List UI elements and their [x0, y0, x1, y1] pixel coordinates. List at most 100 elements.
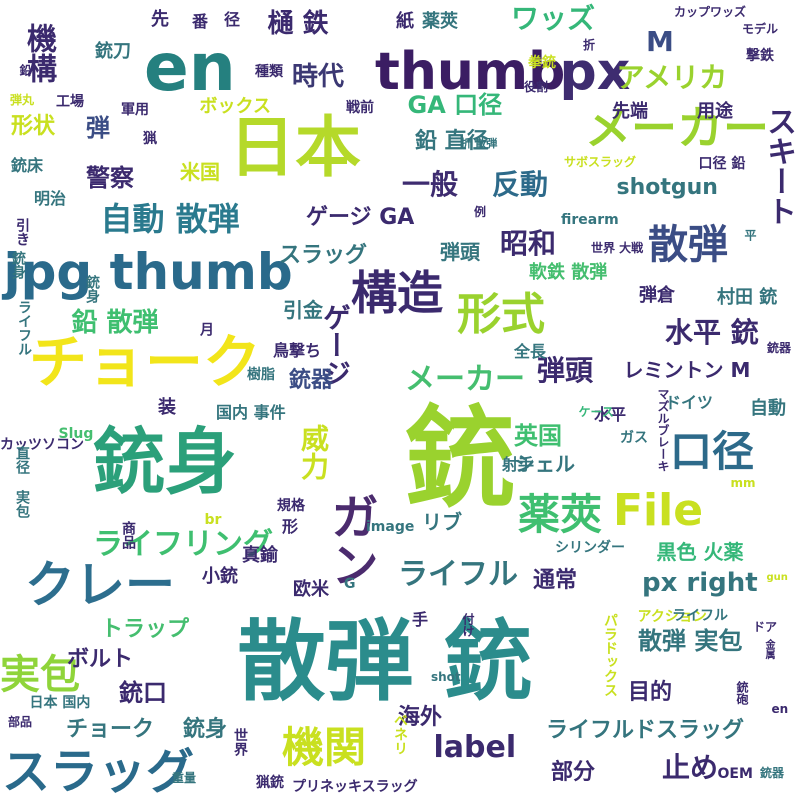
word: アクション: [637, 609, 707, 625]
word: メーカー: [405, 362, 525, 397]
word: 時代: [292, 62, 345, 92]
word: 通常: [533, 568, 578, 593]
word: ライフリング: [93, 527, 273, 562]
word: シリンダー: [555, 540, 625, 556]
word: File: [613, 485, 704, 536]
word: 用途: [697, 101, 733, 122]
word: 銃口: [119, 679, 167, 707]
word: カッツソコン: [0, 437, 84, 453]
word: 折: [583, 38, 596, 52]
word: 直径 実包: [14, 446, 30, 518]
word: 銃器: [767, 341, 792, 355]
word: 黒色 火薬: [656, 540, 744, 564]
word: 商品: [120, 521, 136, 549]
word: 国内 事件: [216, 403, 286, 422]
word: 一般: [402, 168, 459, 201]
word: 真鍮: [242, 545, 278, 566]
word: 鳥撃ち: [273, 341, 322, 360]
word: 手: [412, 610, 429, 629]
word: 水平 銃: [665, 316, 759, 349]
word: 散弾 実包: [638, 627, 743, 655]
word: shotgun: [616, 175, 718, 200]
word: 全長: [514, 342, 547, 361]
word: ライフルドスラッグ: [546, 718, 745, 743]
word: 米国: [180, 160, 220, 184]
word: メーカー: [585, 101, 769, 155]
word: ライフル: [672, 608, 728, 624]
word: スラッグ: [2, 744, 195, 800]
word: 紙: [396, 11, 414, 32]
word: shot: [431, 670, 461, 684]
word: 形式: [457, 289, 545, 340]
word: レミントン M: [623, 358, 751, 382]
word: 銃身: [10, 251, 26, 279]
word: 薬莢: [422, 11, 458, 32]
word: 工場: [56, 94, 84, 110]
word: 猟: [143, 131, 157, 147]
word: px right: [642, 568, 758, 598]
word: px: [559, 42, 631, 102]
word: 薬莢: [518, 490, 603, 539]
word: 銃床: [11, 156, 44, 175]
word: 止め: [662, 751, 719, 784]
word: OEM: [717, 766, 753, 782]
word: ボックス: [199, 96, 271, 117]
word: 例: [474, 205, 487, 219]
word: 弾倉: [639, 285, 675, 306]
word: 威力: [297, 424, 330, 480]
word: カップワッズ: [674, 5, 747, 19]
word: gun: [766, 572, 788, 583]
word: 射手: [502, 455, 535, 474]
word: 弾頭: [440, 240, 480, 264]
word: スラッグ: [279, 243, 368, 268]
word: ゲージ GA: [306, 205, 415, 230]
word: br: [204, 512, 222, 528]
word: パラドックス: [602, 613, 618, 697]
word: 樋 鉄: [267, 9, 329, 39]
word: 銃身: [93, 420, 238, 504]
word: 樹脂: [247, 367, 275, 383]
word: ドイツ: [665, 393, 714, 412]
word: 銃砲: [735, 681, 749, 705]
word: 欧米: [293, 579, 329, 600]
word: 散弾 銃: [237, 610, 533, 713]
word: 銃身: [183, 717, 228, 742]
word: リブ: [422, 510, 462, 534]
word: firearm: [561, 212, 619, 228]
word: 明治: [34, 189, 67, 208]
word: 平: [743, 229, 757, 241]
word: 部分: [551, 760, 596, 785]
word: 日本: [229, 109, 361, 186]
word: 自動: [750, 398, 786, 419]
word: サボスラッグ: [564, 155, 637, 169]
word: スキート: [761, 106, 796, 226]
word: 小銃: [202, 566, 238, 587]
word: 月: [198, 322, 214, 336]
word: クレー: [25, 556, 175, 614]
word: ガス: [620, 430, 648, 446]
word: 役割: [524, 80, 549, 94]
word: 部品: [8, 715, 33, 729]
word: 機関: [282, 723, 367, 772]
word: ドア: [753, 620, 778, 634]
word: 機構: [21, 23, 56, 83]
word: 引金: [283, 298, 323, 322]
word: 装: [158, 397, 176, 418]
word: シェル: [515, 452, 575, 476]
word: M: [646, 25, 674, 58]
word: ボルト: [67, 647, 134, 672]
word: 実包: [0, 652, 80, 698]
word: 引き: [14, 218, 30, 246]
word: 銃: [386, 400, 514, 510]
word: 先端: [612, 101, 648, 122]
word: 弾頭: [537, 354, 594, 387]
word: チョーク: [29, 328, 262, 396]
word: 銃器: [760, 766, 785, 780]
word: チョーク: [66, 717, 155, 742]
word: 昭和: [500, 227, 557, 260]
word: 戦前: [346, 100, 374, 116]
word: 世界 大戦: [591, 241, 644, 255]
word: 目的: [628, 680, 673, 705]
word: 鉛 直径: [415, 129, 489, 154]
